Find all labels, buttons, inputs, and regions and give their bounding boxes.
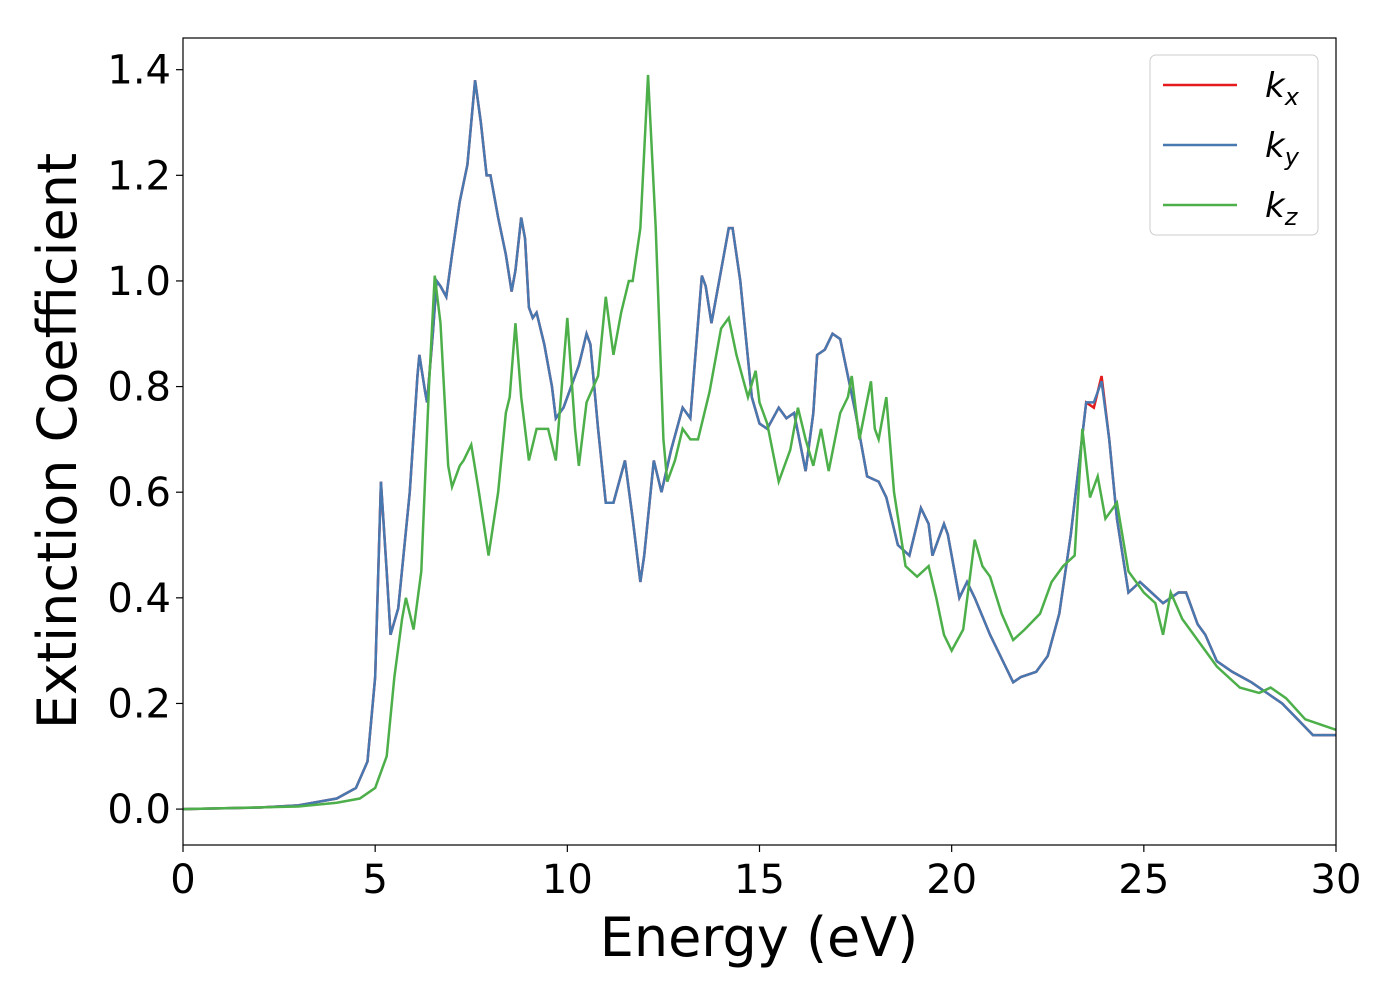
x-tick-label: 30 — [1311, 857, 1362, 903]
x-tick-label: 25 — [1118, 857, 1169, 903]
x-axis-label: Energy (eV) — [600, 906, 919, 969]
plot-frame — [182, 37, 1337, 846]
data-line — [183, 74, 1336, 811]
legend-label: kx — [1265, 66, 1300, 111]
legend-label: ky — [1265, 126, 1300, 171]
y-tick-label: 0.8 — [107, 365, 171, 411]
x-tick-label: 10 — [542, 857, 593, 903]
y-tick-label: 0.2 — [107, 681, 171, 727]
y-tick-label: 0.6 — [107, 470, 171, 516]
legend-label: kz — [1265, 186, 1299, 231]
y-axis-label: Extinction Coefficient — [26, 153, 89, 729]
x-tick-label: 20 — [926, 857, 977, 903]
y-tick-label: 0.4 — [107, 576, 171, 622]
data-line — [183, 80, 1336, 811]
x-tick-label: 15 — [734, 857, 785, 903]
x-tick-label: 0 — [170, 857, 195, 903]
y-tick-label: 0.0 — [107, 787, 171, 833]
x-tick-label: 5 — [362, 857, 387, 903]
y-tick-label: 1.4 — [107, 48, 171, 94]
y-tick-label: 1.2 — [107, 153, 171, 199]
y-tick-label: 1.0 — [107, 259, 171, 305]
